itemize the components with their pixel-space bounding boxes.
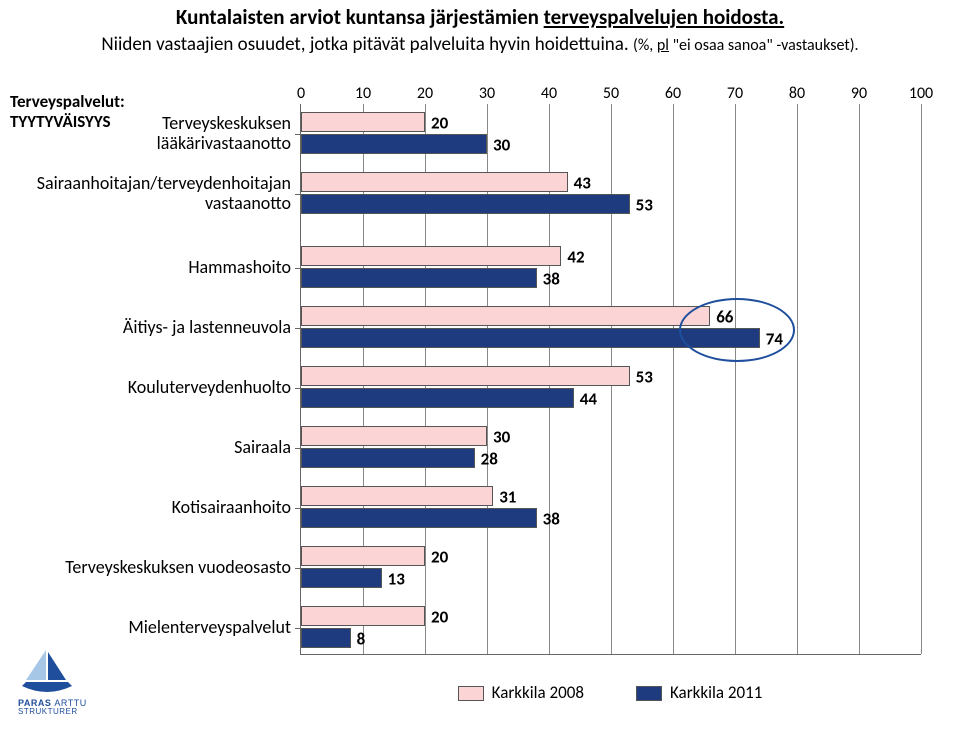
y-header-line1: Terveyspalvelut: xyxy=(10,92,125,112)
logo-text-strukturer: STRUKTURER xyxy=(18,708,88,716)
logo-sailboat-icon xyxy=(18,646,76,694)
x-tick-label: 60 xyxy=(665,84,681,103)
legend: Karkkila 2008 Karkkila 2011 xyxy=(300,682,920,703)
bar-value-label: 43 xyxy=(574,173,591,194)
bar xyxy=(301,568,382,588)
grid-line xyxy=(921,104,922,654)
bar xyxy=(301,426,487,446)
bar xyxy=(301,134,487,154)
x-tick-label: 0 xyxy=(297,84,305,103)
bar-value-label: 42 xyxy=(567,247,584,268)
category-label: Terveyskeskuksenlääkärivastaanotto xyxy=(11,114,291,154)
category-label: Kotisairaanhoito xyxy=(11,498,291,518)
bar-value-label: 8 xyxy=(357,629,366,650)
category-label: Hammashoito xyxy=(11,258,291,278)
bar xyxy=(301,486,493,506)
chart-title: Kuntalaisten arviot kuntansa järjestämie… xyxy=(60,4,900,30)
title-text: Kuntalaisten arviot kuntansa järjestämie… xyxy=(176,4,544,30)
legend-item: Karkkila 2011 xyxy=(636,682,762,703)
category-group: Kotisairaanhoito3138 xyxy=(301,484,921,532)
x-tick-label: 80 xyxy=(789,84,805,103)
bar xyxy=(301,194,630,214)
legend-swatch xyxy=(636,686,662,701)
paras-arttu-logo: PARAS ARTTU STRUKTURER xyxy=(18,646,88,726)
bar xyxy=(301,366,630,386)
category-label: Äitiys- ja lastenneuvola xyxy=(11,318,291,338)
subtitle-plain: Niiden vastaajien osuudet, jotka pitävät… xyxy=(101,33,633,56)
category-group: Mielenterveyspalvelut208 xyxy=(301,604,921,652)
category-label: Mielenterveyspalvelut xyxy=(11,618,291,638)
chart-subtitle: Niiden vastaajien osuudet, jotka pitävät… xyxy=(30,34,930,57)
callout-ellipse xyxy=(679,298,795,362)
category-label: Kouluterveydenhuolto xyxy=(11,378,291,398)
subtitle-note: (%, pl "ei osaa sanoa" -vastaukset). xyxy=(633,36,859,55)
bar xyxy=(301,268,537,288)
category-label: Terveyskeskuksen vuodeosasto xyxy=(11,558,291,578)
bar-value-label: 31 xyxy=(499,487,516,508)
category-group: Terveyskeskuksenlääkärivastaanotto2030 xyxy=(301,110,921,158)
bar xyxy=(301,606,425,626)
bar-value-label: 30 xyxy=(493,135,510,156)
bar-value-label: 38 xyxy=(543,269,560,290)
bar xyxy=(301,306,710,326)
x-tick-label: 10 xyxy=(355,84,371,103)
bar xyxy=(301,546,425,566)
legend-label: Karkkila 2011 xyxy=(670,682,762,703)
category-label: Sairaala xyxy=(11,438,291,458)
category-group: Terveyskeskuksen vuodeosasto2013 xyxy=(301,544,921,592)
bar-value-label: 30 xyxy=(493,427,510,448)
bar-value-label: 53 xyxy=(636,195,653,216)
category-group: Hammashoito4238 xyxy=(301,244,921,292)
category-group: Kouluterveydenhuolto5344 xyxy=(301,364,921,412)
bar xyxy=(301,246,561,266)
bar-value-label: 44 xyxy=(580,389,597,410)
bar-value-label: 20 xyxy=(431,607,448,628)
bar-value-label: 13 xyxy=(388,569,405,590)
bar xyxy=(301,172,568,192)
category-group: Sairaanhoitajan/terveydenhoitajanvastaan… xyxy=(301,170,921,218)
legend-swatch xyxy=(458,686,484,701)
x-tick-label: 40 xyxy=(541,84,557,103)
x-tick-label: 20 xyxy=(417,84,433,103)
legend-label: Karkkila 2008 xyxy=(492,682,584,703)
bar xyxy=(301,112,425,132)
title-underlined: terveyspalvelujen hoidosta. xyxy=(544,4,785,30)
bar xyxy=(301,388,574,408)
x-tick-label: 100 xyxy=(909,84,933,103)
bar xyxy=(301,628,351,648)
x-tick-label: 50 xyxy=(603,84,619,103)
bar-value-label: 53 xyxy=(636,367,653,388)
bar xyxy=(301,508,537,528)
category-group: Äitiys- ja lastenneuvola6674 xyxy=(301,304,921,352)
category-group: Sairaala3028 xyxy=(301,424,921,472)
bar-value-label: 38 xyxy=(543,509,560,530)
bar-value-label: 20 xyxy=(431,547,448,568)
bar-value-label: 20 xyxy=(431,113,448,134)
x-tick-label: 90 xyxy=(851,84,867,103)
bar xyxy=(301,448,475,468)
x-tick-label: 70 xyxy=(727,84,743,103)
legend-item: Karkkila 2008 xyxy=(458,682,584,703)
category-label: Sairaanhoitajan/terveydenhoitajanvastaan… xyxy=(11,174,291,214)
bar-value-label: 28 xyxy=(481,449,498,470)
x-tick-label: 30 xyxy=(479,84,495,103)
plot-area: 0102030405060708090100Terveyskeskuksenlä… xyxy=(300,104,921,655)
bar-chart: 0102030405060708090100Terveyskeskuksenlä… xyxy=(300,104,920,676)
